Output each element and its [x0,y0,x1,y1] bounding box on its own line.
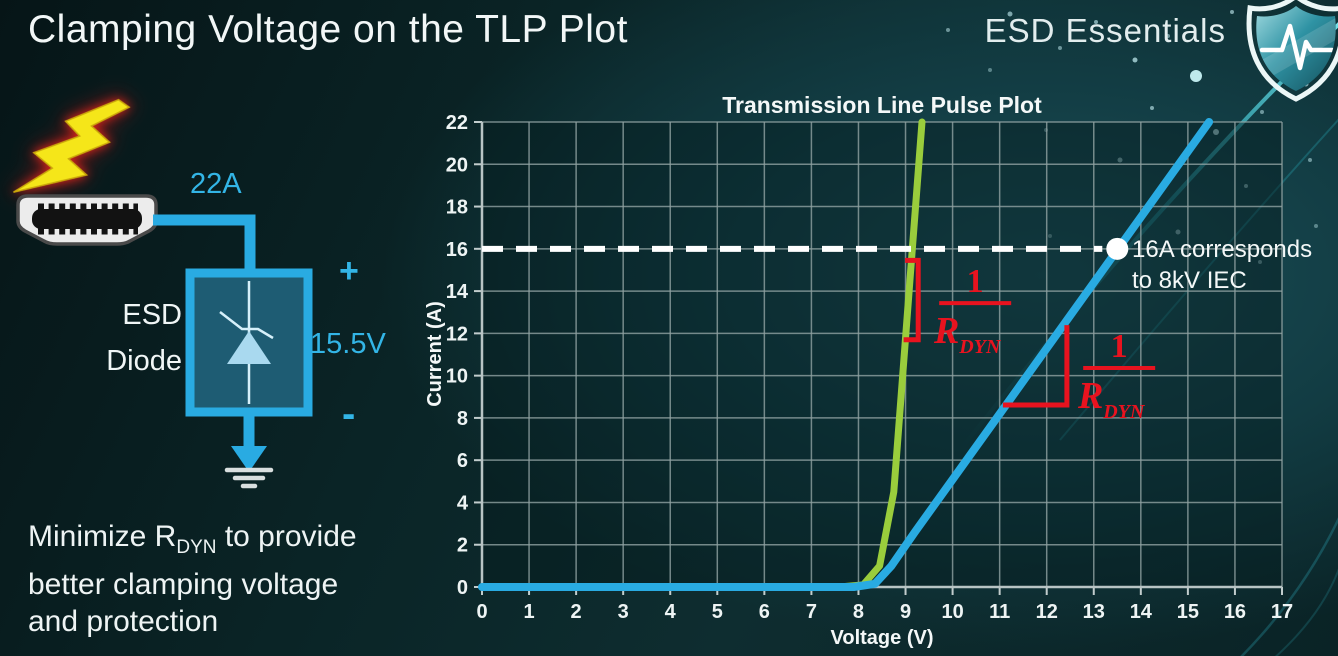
zener-diode-icon [219,281,274,404]
hdmi-connector-icon [16,194,158,246]
x-tick-label: 1 [523,601,534,623]
x-axis-label: Voltage (V) [831,627,934,649]
esd-diode-label-line2: Diode [106,345,182,377]
page-title: Clamping Voltage on the TLP Plot [28,8,628,51]
surge-current-label: 22A [190,168,242,200]
y-tick-label: 0 [457,577,468,599]
x-tick-label: 15 [1177,601,1199,623]
y-tick-label: 10 [446,366,468,388]
x-tick-label: 11 [989,601,1010,623]
rdyn-fraction-numerator-1: 1 [967,263,984,300]
ground-arrow [231,414,267,472]
x-tick-label: 5 [712,601,723,623]
x-tick-label: 7 [806,601,817,623]
shield-pulse-icon [1246,0,1338,102]
rdyn-fraction-subscript-2: DYN [1102,401,1146,423]
y-tick-label: 8 [457,408,468,430]
y-tick-label: 22 [446,112,468,134]
plus-terminal-label: + [339,252,359,290]
esd-diode-label: ESD Diode [52,292,182,384]
takeaway-note-line2: better clamping voltage [28,568,339,601]
minus-terminal-label: - [342,392,356,436]
marker-16a-label: 16A corresponds to 8kV IEC [1132,234,1312,296]
rdyn-fraction-subscript-1: DYN [958,336,1002,358]
brand-text: ESD Essentials [984,12,1226,49]
slope-bracket-2 [1002,325,1070,408]
y-tick-label: 4 [457,492,469,514]
x-tick-label: 17 [1271,601,1293,623]
y-tick-label: 2 [457,535,468,557]
tlp-curve-blue [478,118,1214,591]
x-tick-label: 6 [759,601,770,623]
x-tick-label: 14 [1130,601,1153,623]
clamp-voltage-label: 15.5V [310,328,386,360]
takeaway-note-line1: Minimize RDYN to provide [28,520,357,558]
x-tick-label: 3 [618,601,629,623]
chart-title: Transmission Line Pulse Plot [722,92,1042,118]
esd-circuit-diagram [13,98,313,489]
chart-curves [478,118,1214,591]
y-tick-label: 6 [457,450,468,472]
slope-bracket-1 [903,257,921,343]
marker-16a-label-line1: 16A corresponds [1132,236,1313,263]
y-axis-label: Current (A) [424,301,446,407]
rdyn-fraction-numerator-2: 1 [1111,328,1128,365]
x-tick-label: 8 [853,601,864,623]
marker-16a-label-line2: to 8kV IEC [1132,267,1247,294]
x-tick-label: 16 [1224,601,1246,623]
marker-dot-16a [1106,237,1129,260]
x-tick-label: 0 [476,601,487,623]
y-tick-label: 16 [446,239,468,261]
x-tick-label: 10 [941,601,963,623]
surge-wire [153,214,256,277]
y-tick-label: 14 [446,281,469,303]
ground-icon [224,467,274,489]
x-tick-label: 2 [571,601,582,623]
lightning-bolt-icon [13,98,131,193]
takeaway-note-line3: and protection [28,605,219,638]
y-tick-label: 20 [446,154,468,176]
x-tick-label: 4 [665,601,677,623]
y-tick-label: 18 [446,197,468,219]
esd-diode-label-line1: ESD [122,299,182,331]
x-tick-label: 12 [1036,601,1058,623]
y-tick-label: 12 [446,323,468,345]
x-tick-label: 13 [1083,601,1105,623]
x-tick-label: 9 [900,601,911,623]
takeaway-note: Minimize RDYN to provide better clamping… [28,518,357,640]
